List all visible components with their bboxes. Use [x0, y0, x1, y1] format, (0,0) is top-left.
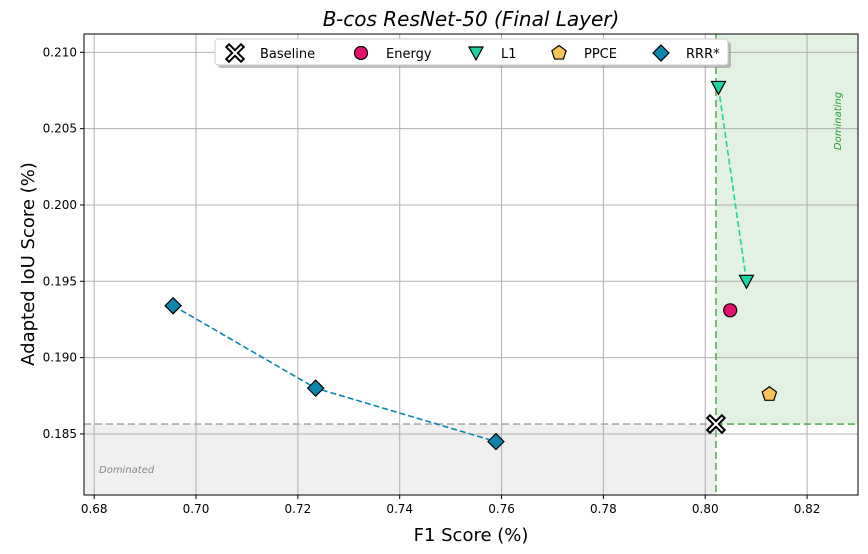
- y-tick-label: 0.205: [43, 122, 77, 136]
- legend-marker-rrr: [652, 44, 670, 62]
- y-axis-title: Adapted IoU Score (%): [18, 162, 39, 366]
- y-tick-label: 0.185: [43, 427, 77, 441]
- x-tick-label: 0.76: [488, 502, 515, 516]
- grid-layer: [84, 34, 858, 495]
- x-axis-title: F1 Score (%): [414, 525, 529, 546]
- baseline-data-point: [705, 413, 727, 435]
- region-layer: Dominating Dominated: [84, 34, 858, 495]
- x-tick-label: 0.70: [183, 502, 210, 516]
- legend-label-baseline: Baseline: [260, 47, 315, 62]
- dominating-region-label: Dominating: [833, 92, 844, 150]
- dominating-region: [715, 34, 858, 425]
- l1-data-point: [710, 80, 727, 96]
- legend-label-rrr: RRR*: [686, 47, 720, 62]
- x-tick-label: 0.68: [81, 502, 108, 516]
- legend-label-ppce: PPCE: [584, 47, 617, 62]
- legend-label-energy: Energy: [386, 47, 432, 62]
- y-tick-label: 0.195: [43, 274, 77, 288]
- l1-series-line: [717, 87, 748, 282]
- x-tick-label: 0.80: [692, 502, 719, 516]
- y-axis-ticks: 0.185 0.190 0.195 0.200 0.205 0.210: [43, 45, 84, 441]
- legend-marker-baseline: [224, 42, 246, 64]
- plot-frame: [83, 33, 859, 496]
- x-tick-label: 0.74: [386, 502, 413, 516]
- rrr-series-line: [172, 305, 497, 443]
- legend-label-l1: L1: [501, 47, 517, 62]
- legend-marker-energy: [353, 45, 369, 61]
- y-tick-label: 0.200: [43, 198, 77, 212]
- chart-title: B-cos ResNet-50 (Final Layer): [323, 7, 620, 31]
- ppce-data-point: [761, 386, 778, 401]
- x-tick-label: 0.82: [794, 502, 821, 516]
- dominated-region-label: Dominated: [99, 465, 155, 476]
- rrr-data-point: [164, 296, 182, 315]
- rrr-data-point: [306, 379, 325, 397]
- series-line-layer: [172, 87, 748, 443]
- x-axis-ticks: 0.68 0.70 0.72 0.74 0.76 0.78 0.80 0.82: [81, 495, 821, 516]
- legend: Baseline Energy L1 PPCE RRR*: [214, 38, 731, 68]
- x-tick-label: 0.78: [590, 502, 617, 516]
- l1-data-point: [738, 274, 755, 290]
- rrr-data-point: [487, 432, 505, 451]
- data-point-layer: [164, 80, 778, 451]
- legend-marker-ppce: [551, 44, 567, 60]
- x-tick-label: 0.72: [285, 502, 312, 516]
- y-tick-label: 0.190: [43, 351, 77, 365]
- energy-data-point: [723, 303, 738, 318]
- y-tick-label: 0.210: [43, 45, 77, 59]
- baseline-guide-layer: [84, 34, 858, 495]
- legend-marker-l1: [467, 46, 485, 62]
